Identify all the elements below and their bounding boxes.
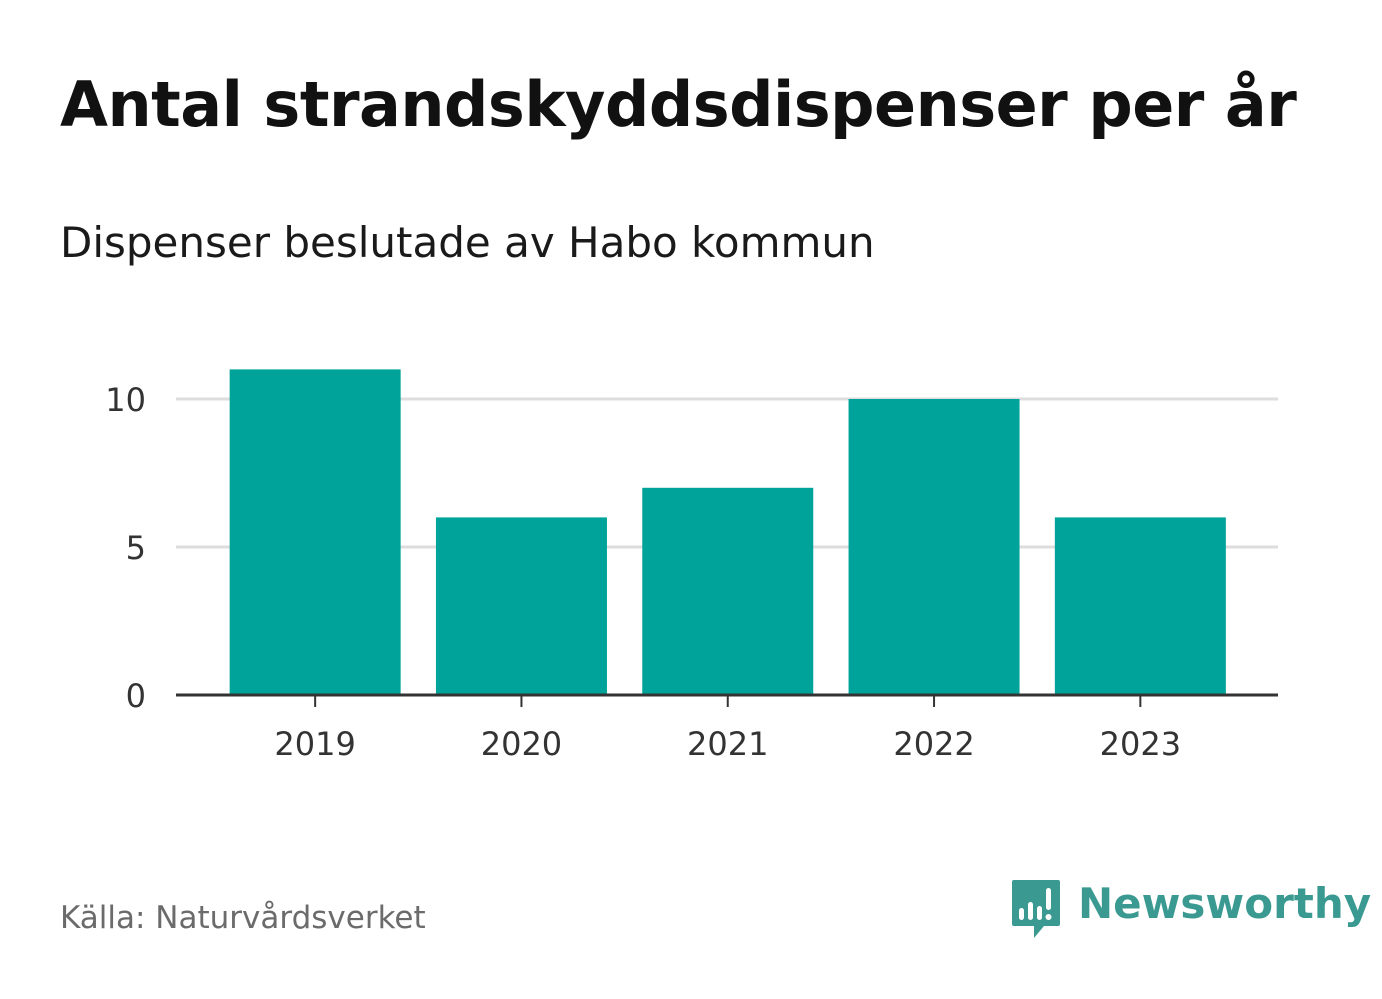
bar-2023: [1054, 517, 1226, 695]
brand-logo: Newsworthy: [1010, 878, 1371, 940]
x-tick-label: 2020: [481, 725, 562, 763]
chart-subtitle: Dispenser beslutade av Habo kommun: [60, 218, 875, 267]
bar-2019: [229, 369, 401, 695]
y-tick-labels: 0 5 10: [105, 381, 146, 715]
bar-2022: [848, 399, 1020, 695]
bar-2021: [642, 487, 814, 695]
brand-name: Newsworthy: [1078, 879, 1372, 928]
x-tick-label: 2021: [687, 725, 768, 763]
y-tick-label: 5: [126, 529, 146, 567]
chart-title: Antal strandskyddsdispenser per år: [60, 68, 1297, 141]
x-tick-label: 2023: [1100, 725, 1181, 763]
x-tick-label: 2022: [893, 725, 974, 763]
bars: [229, 369, 1226, 695]
y-tick-label: 0: [126, 677, 146, 715]
bar-chart-speech-bubble-icon: [1012, 880, 1060, 938]
source-note: Källa: Naturvårdsverket: [60, 900, 426, 936]
x-tick-label: 2019: [274, 725, 355, 763]
x-axis: [176, 693, 1278, 707]
x-tick-labels: 2019 2020 2021 2022 2023: [274, 725, 1181, 763]
bar-2020: [435, 517, 607, 695]
y-tick-label: 10: [105, 381, 146, 419]
